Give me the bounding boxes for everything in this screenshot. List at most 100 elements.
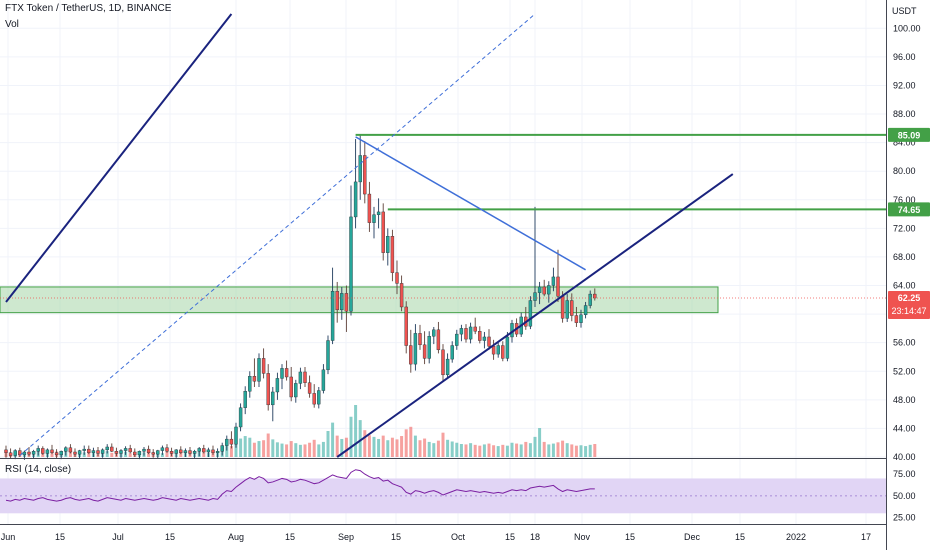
candle-body [349,216,353,312]
candle-body [275,378,280,393]
candle-body [77,450,82,455]
candle [583,301,588,319]
time-tick-label: 15 [165,532,175,542]
candle [68,444,73,454]
volume-legend[interactable]: Vol [5,19,19,30]
volume-bar [478,445,482,457]
candle [422,331,427,365]
candle [280,364,284,390]
volume-bar [294,443,298,457]
candle [59,450,63,460]
candle [284,360,289,381]
candle [202,444,206,454]
candle [390,229,395,282]
candle [289,366,293,402]
candle-body [183,450,188,453]
candle [528,296,533,330]
volume-bar [413,435,417,457]
candle-body [298,371,303,384]
candle [574,306,579,327]
candle [409,329,413,373]
descending-trendline[interactable] [355,136,586,271]
candle [496,342,500,358]
volume-bar [239,438,243,457]
candle [363,141,367,204]
volume-bar [588,444,592,457]
volume-bar [234,441,238,457]
volume-bar [248,437,252,457]
volume-bar [565,443,569,457]
level-mid-tag: 74.65 [888,202,930,217]
candle-body [280,368,284,379]
volume-bar [436,440,440,457]
candle-body [87,448,91,453]
candle-body [459,328,464,335]
rsi-legend[interactable]: RSI (14, close) [5,464,72,475]
price-axis-panel[interactable] [887,0,932,550]
candle [119,449,123,458]
candle [372,206,376,239]
candle-body [41,448,45,454]
candle [13,449,17,460]
candle-body [96,450,100,454]
outer-channel-line[interactable] [5,13,233,303]
volume-bar [570,444,574,457]
candle [146,445,151,455]
volume-bar [450,441,454,457]
time-tick-label: 15 [391,532,401,542]
candle [303,366,307,387]
support-resistance-zone[interactable] [0,286,719,314]
volume-bar [395,439,399,457]
volume-bar [340,438,344,457]
price-tick-label: 100.00 [893,23,921,33]
candle [133,448,137,457]
candle [556,249,560,302]
candle-body [344,293,349,312]
candle-body [556,276,560,297]
candle-body [307,382,312,394]
candle [238,403,243,432]
candle-body [18,450,22,456]
candle [91,447,96,457]
candle [142,446,146,456]
candle-body [68,447,73,453]
candle [179,446,183,455]
candle-body [137,451,142,456]
currency-label: USDT [892,6,917,16]
candle-body [565,300,569,319]
ascending-trendline[interactable] [336,173,734,458]
candle-body [445,358,450,376]
rsi-tick-label: 75.00 [893,469,916,479]
candle-body [353,181,358,218]
candle-body [257,358,261,382]
drawings[interactable] [0,13,886,458]
rsi-tick-label: 25.00 [893,513,916,523]
candle [579,309,583,328]
candle [137,450,142,460]
candle-body [542,286,546,295]
candle [344,285,349,332]
level-high-tag: 85.09 [888,127,930,142]
volume-bar [418,440,422,457]
candle [399,275,404,312]
mid-channel-dashed-line[interactable] [19,13,536,456]
candle [294,379,298,403]
candle [482,331,487,349]
volume-bar [390,437,394,457]
volume-bar [446,439,450,457]
candle [330,267,335,345]
candle [45,448,50,458]
last-price-value: 62.25 [898,293,921,303]
candle-body [73,451,77,455]
price-tick-label: 64.00 [893,281,916,291]
candle [547,281,551,303]
candle [36,445,40,456]
candle [220,442,224,456]
candle-body [128,448,132,453]
candle-body [404,306,408,346]
candle [151,449,155,458]
candle [50,444,54,455]
chart-title[interactable]: FTX Token / TetherUS, 1D, BINANCE [5,3,172,14]
volume-bar [271,439,275,457]
